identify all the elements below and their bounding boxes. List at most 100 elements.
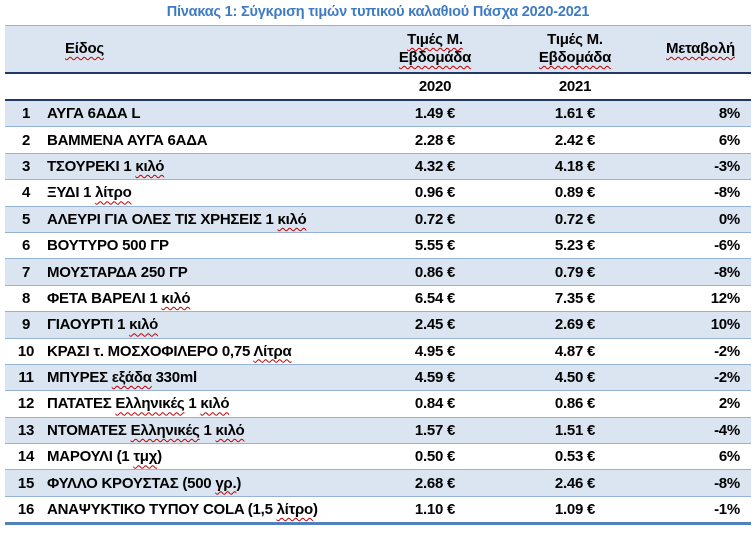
item-name: ΑΥΓΑ 6ΑΔΑ L — [47, 100, 370, 128]
change-percent: 10% — [650, 311, 751, 339]
row-number: 15 — [5, 469, 47, 497]
header-price-2020: Τιμές Μ. Εβδομάδα — [370, 25, 500, 74]
table-row: 13 ΝΤΟΜΑΤΕΣ Ελληνικές 1 κιλό 1.57 € 1.51… — [5, 417, 751, 445]
row-number: 12 — [5, 390, 47, 418]
price-2021: 2.69 € — [500, 311, 650, 339]
table-row: 5 ΑΛΕΥΡΙ ΓΙΑ ΟΛΕΣ ΤΙΣ ΧΡΗΣΕΙΣ 1 κιλό 0.7… — [5, 206, 751, 233]
table-row: 1 ΑΥΓΑ 6ΑΔΑ L 1.49 € 1.61 € 8% — [5, 100, 751, 128]
change-percent: -1% — [650, 496, 751, 526]
item-name: ΝΤΟΜΑΤΕΣ Ελληνικές 1 κιλό — [47, 417, 370, 445]
year-2021-label: 2021 — [500, 73, 650, 101]
price-2021: 1.09 € — [500, 496, 650, 526]
item-name: ΦΕΤΑ ΒΑΡΕΛΙ 1 κιλό — [47, 285, 370, 313]
price-2021: 1.51 € — [500, 417, 650, 445]
header-item: Είδος — [47, 25, 370, 74]
table-row: 9 ΓΙΑΟΥΡΤΙ 1 κιλό 2.45 € 2.69 € 10% — [5, 311, 751, 339]
header-change-label: Μεταβολή — [666, 40, 735, 57]
change-percent: -6% — [650, 232, 751, 260]
price-2020: 2.45 € — [370, 311, 500, 339]
row-number: 1 — [5, 100, 47, 128]
header-price-2021-line1: Τιμές Μ. — [547, 31, 603, 48]
change-percent: -2% — [650, 364, 751, 392]
change-percent: -8% — [650, 179, 751, 207]
table-row: 14 ΜΑΡΟΥΛΙ (1 τμχ) 0.50 € 0.53 € 6% — [5, 443, 751, 471]
row-number: 13 — [5, 417, 47, 445]
easter-basket-price-table: Είδος Τιμές Μ. Εβδομάδα Τιμές Μ. Εβδομάδ… — [5, 25, 751, 526]
item-name: ΚΡΑΣΙ τ. ΜΟΣΧΟΦΙΛΕΡΟ 0,75 Λίτρα — [47, 338, 370, 365]
change-percent: -8% — [650, 258, 751, 286]
table-row: 11 ΜΠΥΡΕΣ εξάδα 330ml 4.59 € 4.50 € -2% — [5, 364, 751, 392]
price-2020: 0.84 € — [370, 390, 500, 418]
table-row: 16 ΑΝΑΨΥΚΤΙΚΟ ΤΥΠΟΥ COLA (1,5 λίτρο) 1.1… — [5, 496, 751, 526]
price-2020: 2.28 € — [370, 126, 500, 154]
change-percent: 0% — [650, 206, 751, 233]
year-row: 2020 2021 — [5, 73, 751, 101]
table-row: 3 ΤΣΟΥΡΕΚΙ 1 κιλό 4.32 € 4.18 € -3% — [5, 153, 751, 181]
item-name: ΒΑΜΜΕΝΑ ΑΥΓΑ 6ΑΔΑ — [47, 126, 370, 154]
change-percent: -2% — [650, 338, 751, 365]
header-price-2021-line2: Εβδομάδα — [538, 49, 612, 66]
year-row-spacer-2 — [47, 73, 370, 101]
price-2021: 4.18 € — [500, 153, 650, 181]
price-2021: 1.61 € — [500, 100, 650, 128]
item-name: ΞΥΔΙ 1 λίτρο — [47, 179, 370, 207]
price-2020: 1.10 € — [370, 496, 500, 526]
table-row: 2 ΒΑΜΜΕΝΑ ΑΥΓΑ 6ΑΔΑ 2.28 € 2.42 € 6% — [5, 126, 751, 154]
year-row-spacer-3 — [650, 73, 751, 101]
change-percent: 2% — [650, 390, 751, 418]
row-number: 3 — [5, 153, 47, 181]
item-name: ΜΑΡΟΥΛΙ (1 τμχ) — [47, 443, 370, 471]
header-price-2020-line1: Τιμές Μ. — [407, 31, 463, 48]
change-percent: 12% — [650, 285, 751, 313]
table-row: 6 ΒΟΥΤΥΡΟ 500 ΓΡ 5.55 € 5.23 € -6% — [5, 232, 751, 260]
item-name: ΠΑΤΑΤΕΣ Ελληνικές 1 κιλό — [47, 390, 370, 418]
row-number: 14 — [5, 443, 47, 471]
change-percent: -3% — [650, 153, 751, 181]
table-caption: Πίνακας 1: Σύγκριση τιμών τυπικού καλαθι… — [166, 4, 590, 20]
item-name: ΑΛΕΥΡΙ ΓΙΑ ΟΛΕΣ ΤΙΣ ΧΡΗΣΕΙΣ 1 κιλό — [47, 206, 370, 233]
price-2020: 4.95 € — [370, 338, 500, 365]
row-number: 4 — [5, 179, 47, 207]
item-name: ΒΟΥΤΥΡΟ 500 ΓΡ — [47, 232, 370, 260]
item-name: ΓΙΑΟΥΡΤΙ 1 κιλό — [47, 311, 370, 339]
item-name: ΜΠΥΡΕΣ εξάδα 330ml — [47, 364, 370, 392]
change-percent: -8% — [650, 469, 751, 497]
table-row: 7 ΜΟΥΣΤΑΡΔΑ 250 ΓΡ 0.86 € 0.79 € -8% — [5, 258, 751, 286]
row-number: 9 — [5, 311, 47, 339]
price-2020: 5.55 € — [370, 232, 500, 260]
row-number: 11 — [5, 364, 47, 392]
price-2021: 0.86 € — [500, 390, 650, 418]
header-number-spacer — [5, 25, 47, 74]
header-item-label: Είδος — [65, 40, 104, 57]
year-row-spacer-1 — [5, 73, 47, 101]
item-name: ΑΝΑΨΥΚΤΙΚΟ ΤΥΠΟΥ COLA (1,5 λίτρο) — [47, 496, 370, 526]
change-percent: -4% — [650, 417, 751, 445]
header-change: Μεταβολή — [650, 25, 751, 74]
price-2021: 2.46 € — [500, 469, 650, 497]
table-row: 12 ΠΑΤΑΤΕΣ Ελληνικές 1 κιλό 0.84 € 0.86 … — [5, 390, 751, 418]
row-number: 10 — [5, 338, 47, 365]
price-2020: 0.72 € — [370, 206, 500, 233]
price-2020: 0.96 € — [370, 179, 500, 207]
price-2020: 2.68 € — [370, 469, 500, 497]
item-name: ΤΣΟΥΡΕΚΙ 1 κιλό — [47, 153, 370, 181]
price-2021: 0.89 € — [500, 179, 650, 207]
table-row: 4 ΞΥΔΙ 1 λίτρο 0.96 € 0.89 € -8% — [5, 179, 751, 207]
table-row: 15 ΦΥΛΛΟ ΚΡΟΥΣΤΑΣ (500 γρ.) 2.68 € 2.46 … — [5, 469, 751, 497]
row-number: 7 — [5, 258, 47, 286]
price-2020: 1.57 € — [370, 417, 500, 445]
price-2021: 0.79 € — [500, 258, 650, 286]
price-2021: 5.23 € — [500, 232, 650, 260]
price-2020: 1.49 € — [370, 100, 500, 128]
price-2020: 0.50 € — [370, 443, 500, 471]
price-2021: 4.50 € — [500, 364, 650, 392]
header-price-2021: Τιμές Μ. Εβδομάδα — [500, 25, 650, 74]
row-number: 5 — [5, 206, 47, 233]
year-2020-label: 2020 — [370, 73, 500, 101]
price-2021: 7.35 € — [500, 285, 650, 313]
change-percent: 6% — [650, 443, 751, 471]
price-2020: 0.86 € — [370, 258, 500, 286]
change-percent: 6% — [650, 126, 751, 154]
table-row: 8 ΦΕΤΑ ΒΑΡΕΛΙ 1 κιλό 6.54 € 7.35 € 12% — [5, 285, 751, 313]
